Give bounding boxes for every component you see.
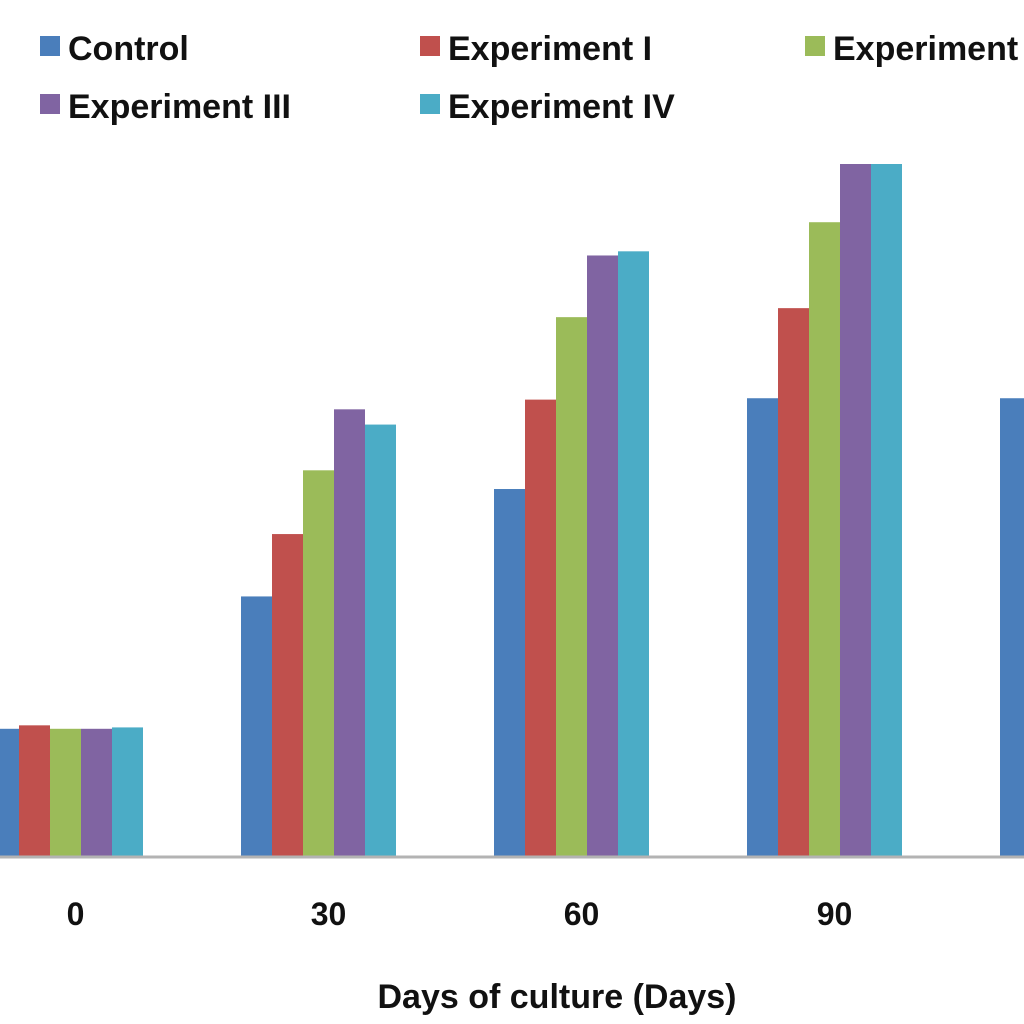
legend-swatch-experiment-iv — [420, 94, 440, 114]
legend-swatch-experiment-i — [420, 36, 440, 56]
bar-control-day-90 — [747, 398, 778, 857]
x-tick-label-0: 0 — [67, 896, 85, 932]
bar-experiment-ii-day-90 — [809, 222, 840, 857]
bar-control-day-30 — [241, 596, 272, 857]
bar-experiment-iv-day-0 — [112, 727, 143, 857]
bar-experiment-iv-day-60 — [618, 251, 649, 857]
bar-experiment-i-day-60 — [525, 399, 556, 857]
x-axis-label: Days of culture (Days) — [378, 978, 737, 1016]
x-tick-label-60: 60 — [564, 896, 600, 932]
bar-experiment-i-day-90 — [778, 308, 809, 857]
legend-swatch-control — [40, 36, 60, 56]
legend: Control Experiment I Experiment II Experime… — [40, 30, 1024, 126]
legend-label-experiment-ii: Experiment II — [833, 30, 1024, 68]
bar-experiment-i-day-30 — [272, 534, 303, 857]
bar-experiment-iv-day-90 — [871, 164, 902, 857]
bar-control-day-120 — [1000, 398, 1024, 857]
legend-label-experiment-i: Experiment I — [448, 30, 652, 68]
bars — [0, 164, 1024, 857]
bar-experiment-iv-day-30 — [365, 424, 396, 857]
x-tick-label-30: 30 — [311, 896, 347, 932]
bar-experiment-ii-day-0 — [50, 728, 81, 857]
bar-control-day-0 — [0, 728, 19, 857]
bar-experiment-iii-day-60 — [587, 255, 618, 857]
bar-experiment-iii-day-30 — [334, 409, 365, 857]
bar-experiment-i-day-0 — [19, 725, 50, 857]
bar-experiment-iii-day-0 — [81, 728, 112, 857]
x-tick-labels: 0306090120 — [67, 896, 853, 932]
bar-control-day-60 — [494, 489, 525, 857]
bar-experiment-ii-day-30 — [303, 470, 334, 857]
legend-label-experiment-iv: Experiment IV — [448, 88, 675, 126]
x-tick-label-90: 90 — [817, 896, 853, 932]
legend-label-control: Control — [68, 30, 189, 68]
legend-label-experiment-iii: Experiment III — [68, 88, 291, 126]
bar-experiment-ii-day-60 — [556, 317, 587, 857]
legend-swatch-experiment-ii — [805, 36, 825, 56]
bar-experiment-iii-day-90 — [840, 164, 871, 857]
legend-swatch-experiment-iii — [40, 94, 60, 114]
